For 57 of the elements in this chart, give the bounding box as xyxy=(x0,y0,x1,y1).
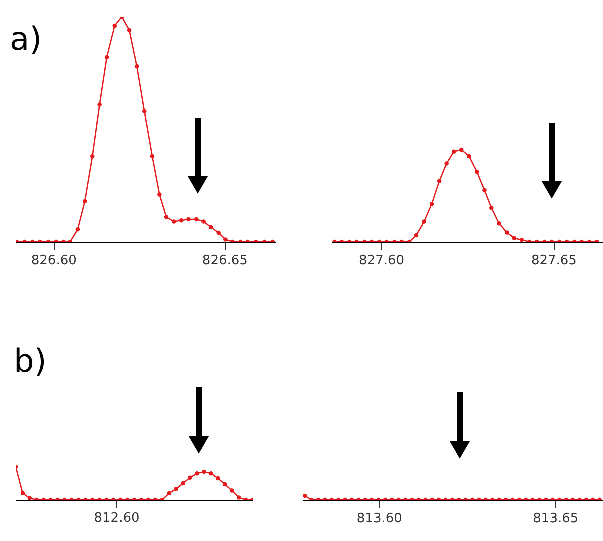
x-tick-label: 827.60 xyxy=(359,254,405,268)
point xyxy=(186,217,191,222)
point xyxy=(195,471,200,476)
point xyxy=(490,206,494,210)
point xyxy=(520,238,524,242)
point xyxy=(28,496,32,500)
point xyxy=(150,154,155,159)
point xyxy=(230,488,234,493)
x-tick-label: 813.60 xyxy=(356,512,402,526)
point xyxy=(222,482,228,487)
point xyxy=(209,471,214,476)
point xyxy=(158,192,162,197)
point xyxy=(76,228,80,232)
point xyxy=(216,476,220,481)
chart-title: a) xyxy=(10,20,42,58)
point xyxy=(437,179,442,184)
point xyxy=(422,220,427,224)
point xyxy=(482,188,487,193)
point xyxy=(82,199,88,204)
point xyxy=(134,64,140,69)
point xyxy=(460,148,464,152)
point xyxy=(194,217,199,222)
point xyxy=(236,496,242,500)
point xyxy=(505,230,510,235)
chart-title: b) xyxy=(14,342,47,380)
point xyxy=(202,470,206,474)
point xyxy=(142,109,147,114)
point xyxy=(475,170,480,174)
point xyxy=(497,221,502,226)
point xyxy=(444,162,449,166)
point xyxy=(181,481,186,486)
point xyxy=(174,486,178,492)
point xyxy=(512,236,517,240)
point xyxy=(98,102,102,107)
point xyxy=(112,24,117,28)
text: 812.60 xyxy=(94,511,140,526)
point xyxy=(452,150,456,154)
point xyxy=(208,225,214,230)
point xyxy=(430,202,434,206)
x-tick-label: 813.65 xyxy=(533,512,579,526)
point xyxy=(414,233,419,238)
point xyxy=(224,238,228,242)
point xyxy=(179,218,184,223)
point xyxy=(20,491,26,496)
point xyxy=(90,154,95,159)
point xyxy=(172,220,176,224)
x-tick-label: 827.65 xyxy=(531,254,577,268)
point xyxy=(188,476,192,480)
point xyxy=(467,154,472,159)
point xyxy=(127,28,132,33)
point xyxy=(164,215,169,220)
point xyxy=(104,55,110,60)
point xyxy=(202,220,206,224)
x-tick-label: 826.60 xyxy=(31,254,77,268)
x-tick-label: 826.65 xyxy=(202,254,248,268)
point xyxy=(216,230,221,236)
point xyxy=(167,491,172,496)
